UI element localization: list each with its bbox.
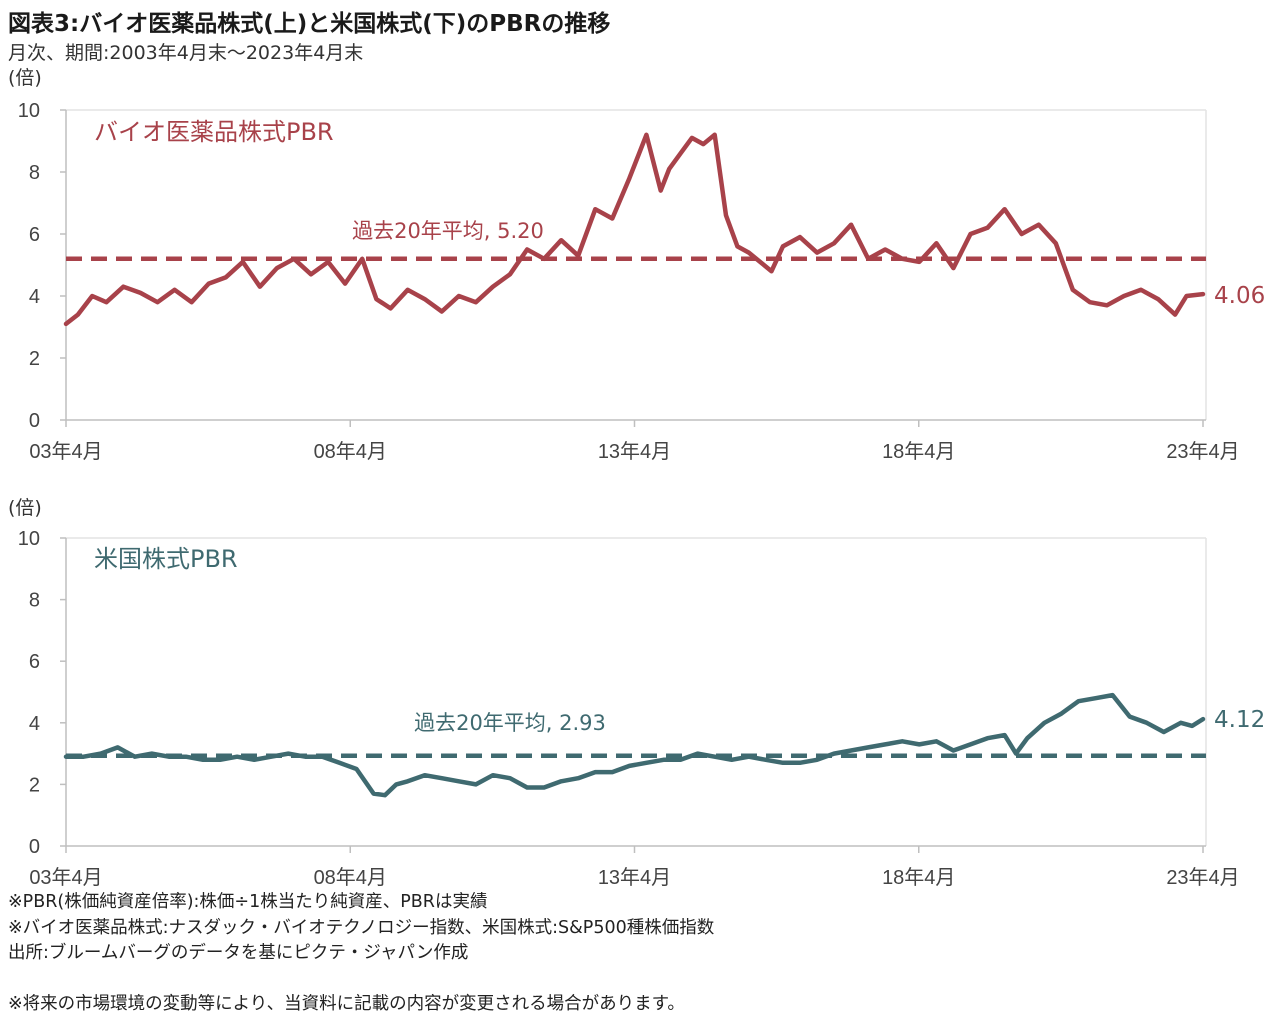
chart2-unit-label: (倍) <box>8 497 42 519</box>
chart1-y-tick-label: 4 <box>29 286 40 308</box>
chart1-average-label-bg <box>338 214 558 246</box>
chart2-average-label-bg <box>400 706 620 738</box>
chart2-y-tick-label: 10 <box>18 528 40 550</box>
chart1-x-tick-label: 03年4月 <box>29 440 102 463</box>
chart2-y-tick-label: 6 <box>29 651 40 673</box>
chart1-end-value-label: 4.06 <box>1214 283 1265 309</box>
disclaimer: ※将来の市場環境の変動等により、当資料に記載の内容が変更される場合があります。 <box>8 994 685 1014</box>
chart2-x-tick-label: 08年4月 <box>314 866 387 889</box>
chart1-x-tick-label: 18年4月 <box>882 440 955 463</box>
chart2-average-label: 過去20年平均, 2.93 <box>414 711 606 735</box>
chart1-series-title: バイオ医薬品株式PBR <box>94 118 334 146</box>
chart1-y-tick-label: 2 <box>29 348 40 370</box>
chart1-y-tick-label: 10 <box>18 100 40 122</box>
chart2-x-tick-label: 18年4月 <box>882 866 955 889</box>
chart1-y-tick-label: 6 <box>29 224 40 246</box>
page-subtitle: 月次、期間:2003年4月末～2023年4月末 <box>8 42 364 64</box>
chart2-end-value-label: 4.12 <box>1214 707 1265 733</box>
chart2-x-tick-label: 13年4月 <box>598 866 671 889</box>
footnote-pbr: ※PBR(株価純資産倍率):株価÷1株当たり純資産、PBRは実績 <box>8 892 488 912</box>
footnote-indices: ※バイオ医薬品株式:ナスダック・バイオテクノロジー指数、米国株式:S&P500種… <box>8 917 715 938</box>
chart2-y-tick-label: 0 <box>29 836 40 858</box>
chart1-x-tick-label: 23年4月 <box>1166 440 1239 463</box>
page-title: 図表3:バイオ医薬品株式(上)と米国株式(下)のPBRの推移 <box>8 11 611 37</box>
chart2-y-tick-label: 8 <box>29 590 40 612</box>
chart1-y-tick-label: 8 <box>29 162 40 184</box>
chart1-x-tick-label: 08年4月 <box>314 440 387 463</box>
chart2-series-line <box>63 692 1206 798</box>
chart1-average-label: 過去20年平均, 5.20 <box>352 219 544 243</box>
chart2-series-title: 米国株式PBR <box>94 545 238 573</box>
chart1-series-line <box>63 132 1206 327</box>
footnotes: ※PBR(株価純資産倍率):株価÷1株当たり純資産、PBRは実績 ※バイオ医薬品… <box>8 890 714 967</box>
chart1-unit-label: (倍) <box>8 67 42 89</box>
chart2-x-tick-label: 03年4月 <box>29 866 102 889</box>
chart2-y-tick-label: 2 <box>29 774 40 796</box>
chart1-y-tick-label: 0 <box>29 410 40 432</box>
footnote-source: 出所:ブルームバーグのデータを基にピクテ・ジャパン作成 <box>8 943 469 963</box>
chart1-x-tick-label: 13年4月 <box>598 440 671 463</box>
chart2-y-tick-label: 4 <box>29 713 40 735</box>
chart2-x-tick-label: 23年4月 <box>1166 866 1239 889</box>
